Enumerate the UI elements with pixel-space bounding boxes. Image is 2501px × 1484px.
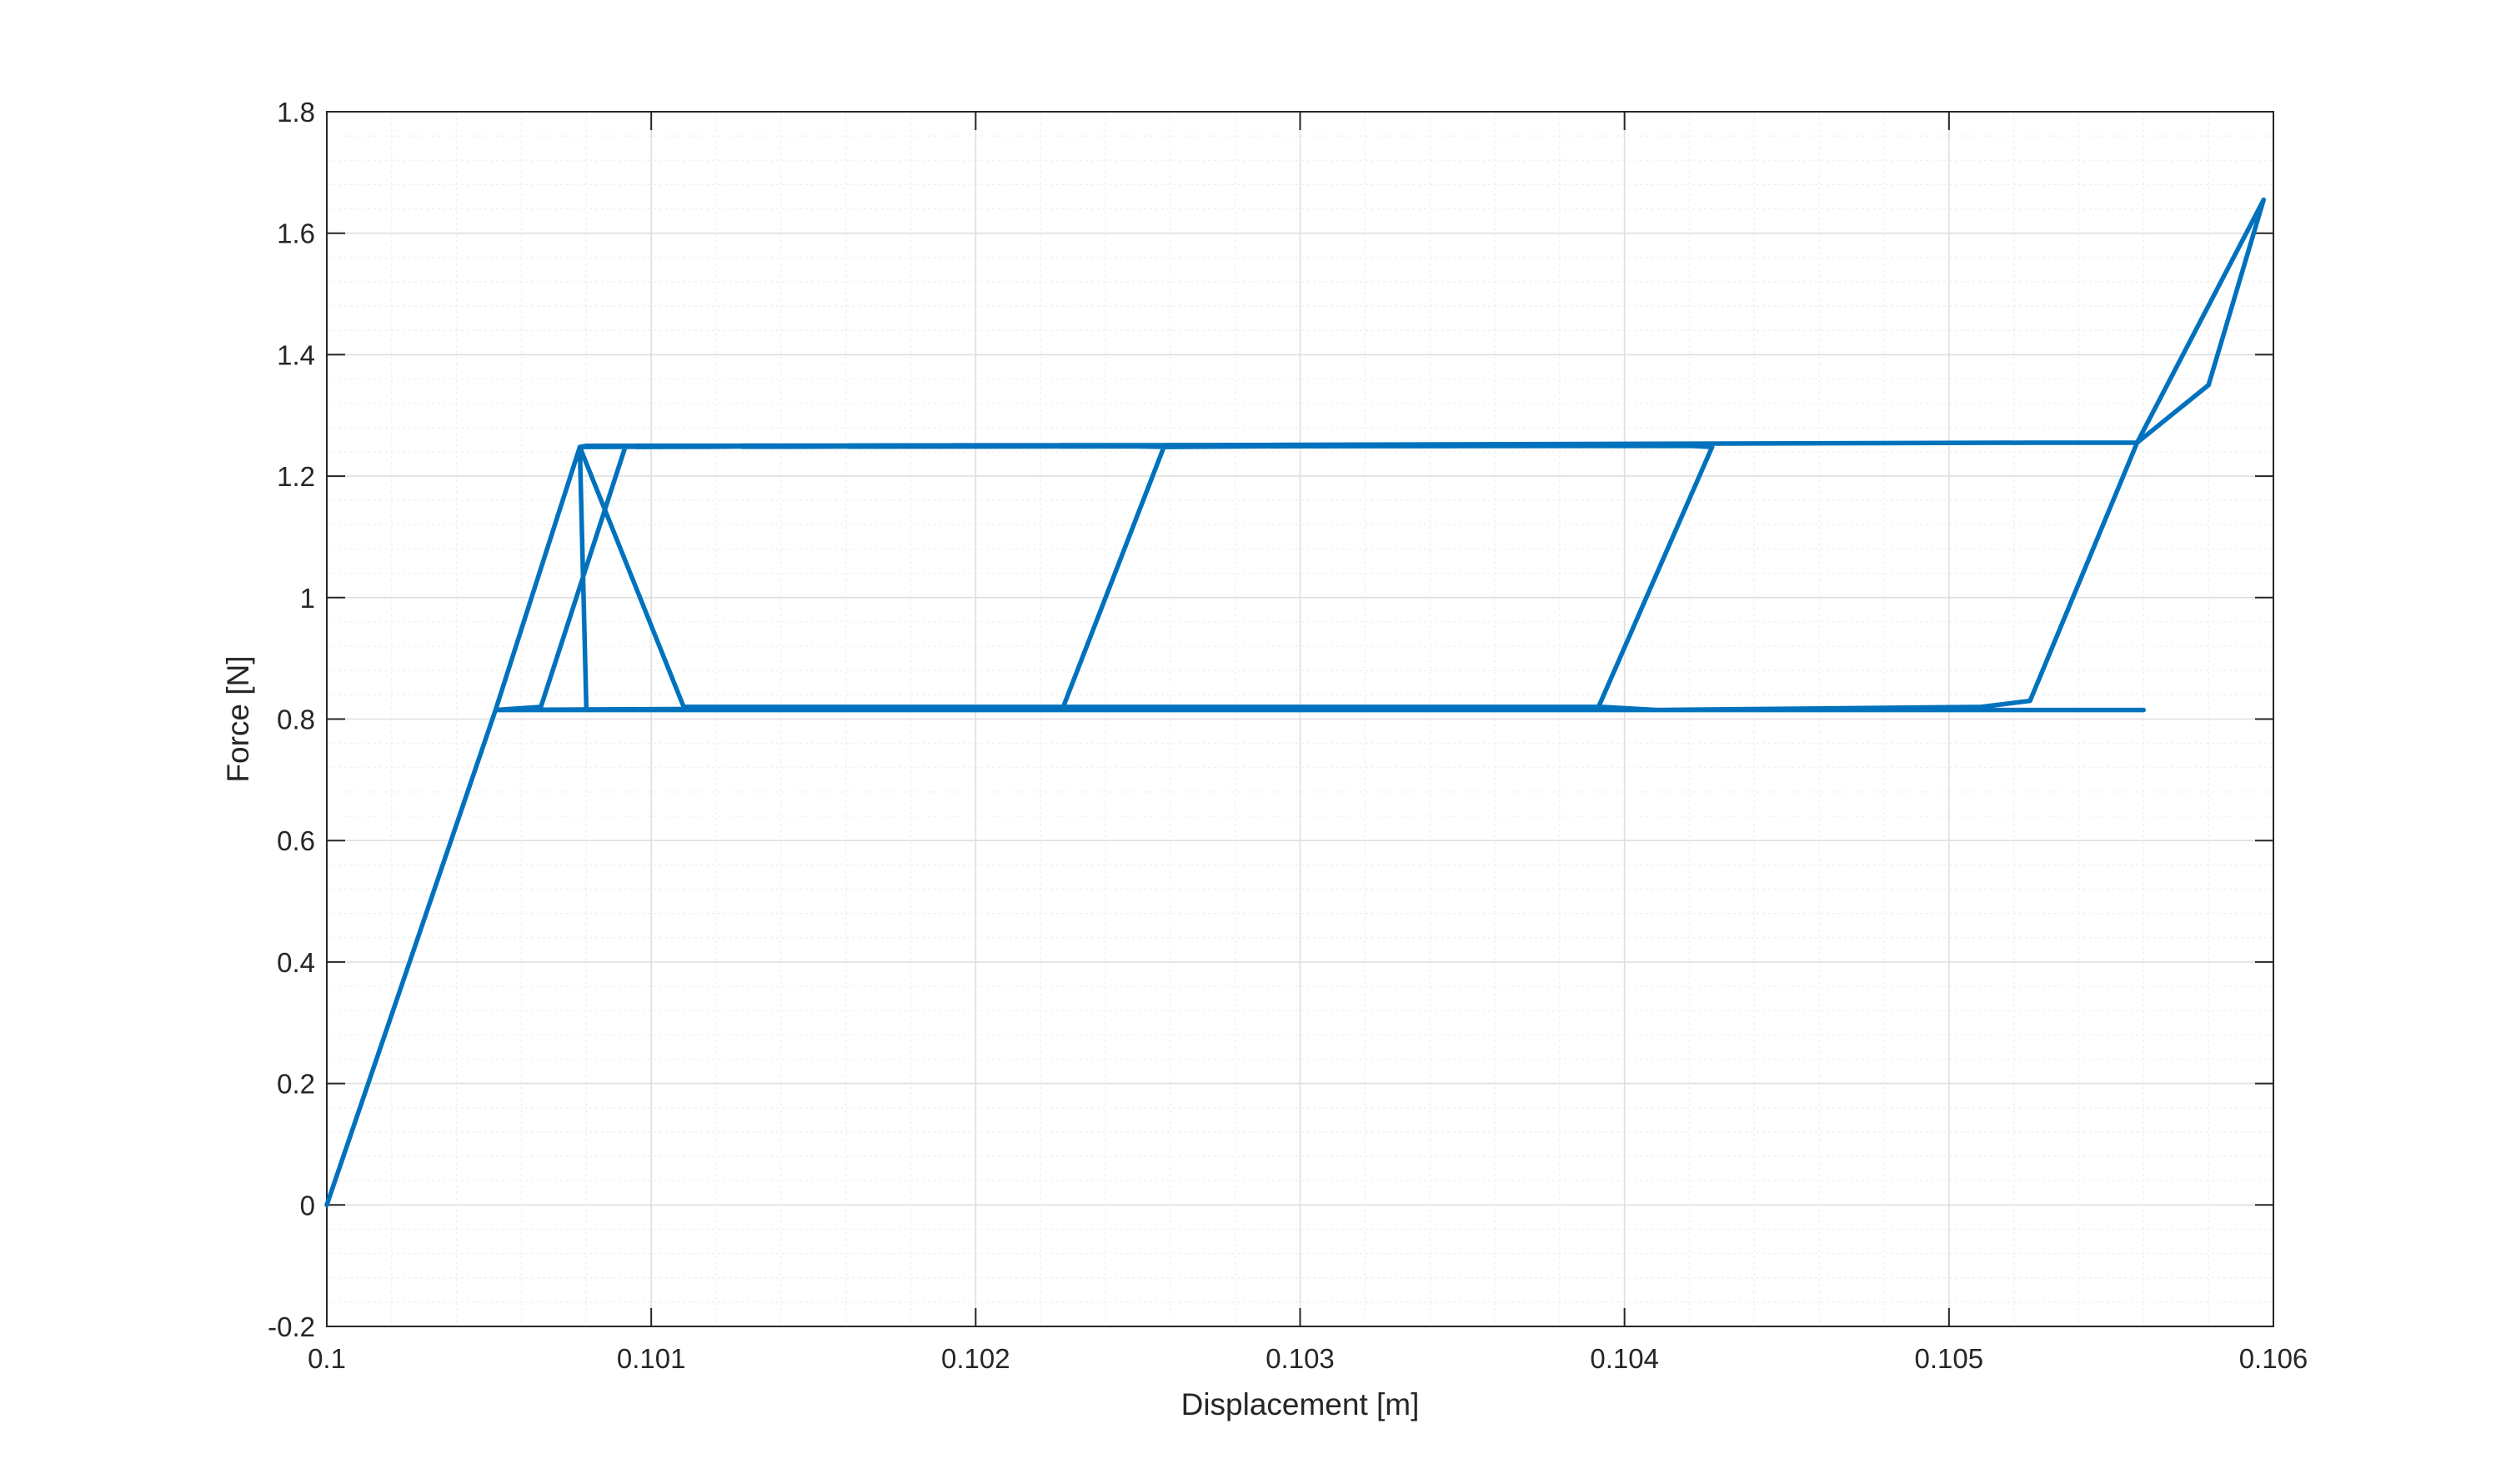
major-grid <box>326 111 2274 1327</box>
series-layer <box>324 197 2267 1208</box>
x-tick-label: 0.104 <box>1590 1343 1659 1374</box>
x-tick-label: 0.103 <box>1266 1343 1335 1374</box>
y-tick-label: 0 <box>300 1190 315 1221</box>
x-tick-label: 0.106 <box>2239 1343 2308 1374</box>
x-tick-label: 0.105 <box>1915 1343 1984 1374</box>
y-tick-label: 1.8 <box>277 97 315 128</box>
y-tick-label: 0.2 <box>277 1069 315 1100</box>
y-tick-label: -0.2 <box>268 1311 315 1342</box>
y-tick-label: 1.6 <box>277 218 315 249</box>
x-tick-label: 0.101 <box>617 1343 686 1374</box>
x-tick-labels: 0.1 0.101 0.102 0.103 0.104 0.105 0.106 <box>308 1343 2308 1374</box>
x-tick-label: 0.102 <box>941 1343 1010 1374</box>
y-axis-label: Force [N] <box>221 655 255 782</box>
y-tick-label: 1.2 <box>277 461 315 492</box>
y-tick-label: 1.4 <box>277 339 315 370</box>
y-tick-label: 0.4 <box>277 947 315 978</box>
y-tick-label: 0.8 <box>277 704 315 735</box>
y-tick-labels: -0.2 0 0.2 0.4 0.6 0.8 1 1.2 1.4 1.6 1.8 <box>268 97 315 1342</box>
x-axis-label: Displacement [m] <box>1181 1387 1420 1421</box>
x-tick-label: 0.1 <box>308 1343 346 1374</box>
y-tick-label: 1 <box>300 583 315 614</box>
tick-marks <box>326 111 2274 1327</box>
force-displacement-series <box>324 197 2267 1208</box>
y-tick-label: 0.6 <box>277 825 315 856</box>
